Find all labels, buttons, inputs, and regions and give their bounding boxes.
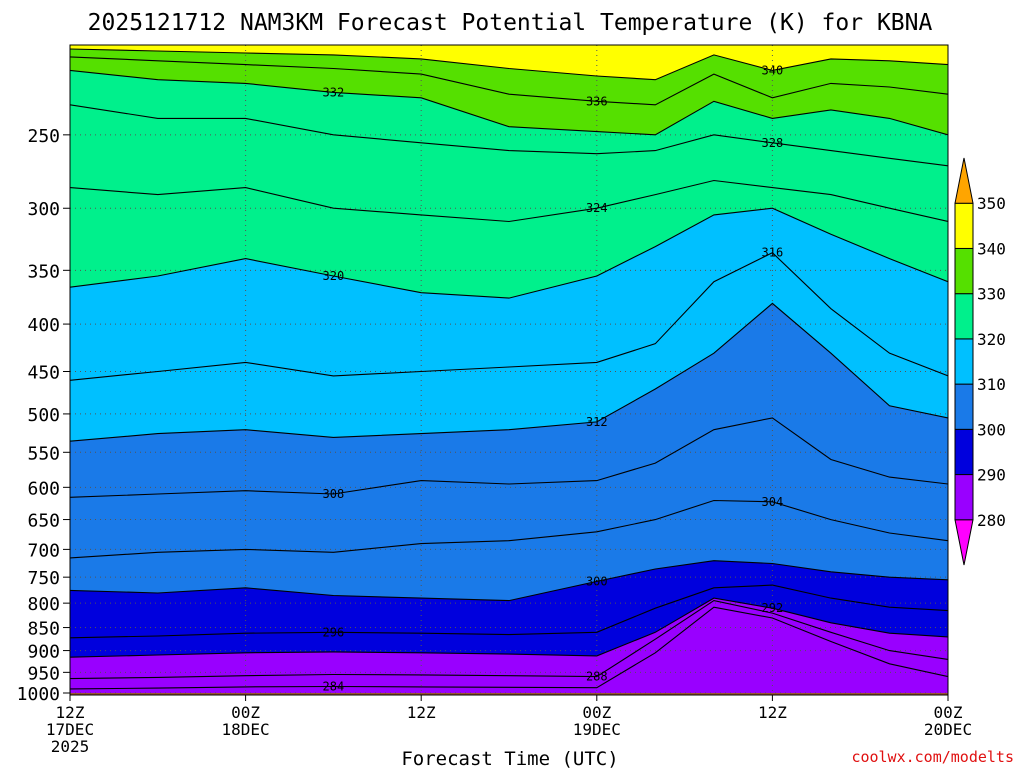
colorbar-label-290: 290 [977, 466, 1006, 485]
isentrope-324 [70, 179, 948, 223]
y-tick-label-650: 650 [27, 511, 60, 532]
x-tick-label-0-3: 2025 [51, 737, 90, 756]
x-tick-label-36-1: 00Z [582, 703, 611, 722]
ground-strip [70, 692, 948, 695]
isentrope-label-324: 324 [586, 201, 608, 215]
contour-labels: 284 288 292 296 300 304 308 312 316 320 324 328 332 3… [323, 63, 784, 693]
colorbar-swatch-280 [954, 474, 974, 521]
y-tick-label-500: 500 [27, 405, 60, 426]
y-tick-label-600: 600 [27, 478, 60, 499]
x-tick-label-12-1: 00Z [231, 703, 260, 722]
isentrope-300 [70, 560, 948, 602]
x-tick-label-48-1: 12Z [758, 703, 787, 722]
isentrope-288 [70, 600, 948, 680]
chart-title: 2025121712 NAM3KM Forecast Potential Tem… [88, 10, 933, 36]
colorbar-cap-top [954, 157, 974, 204]
colorbar-label-320: 320 [977, 330, 1006, 349]
y-tick-label-350: 350 [27, 261, 60, 282]
colorbar-label-330: 330 [977, 285, 1006, 304]
isentrope-label-340: 340 [762, 63, 784, 77]
isentrope-label-292: 292 [762, 601, 784, 615]
x-tick-label-36-2: 19DEC [573, 720, 621, 739]
isentrope-296 [70, 584, 948, 639]
isentrope-label-328: 328 [762, 136, 784, 150]
y-axis: 2503003504004505005506006507007508008509… [17, 126, 70, 705]
band-336 [70, 45, 948, 105]
isentrope-316 [70, 252, 948, 381]
isentrope-336 [70, 56, 948, 106]
y-tick-label-550: 550 [27, 443, 60, 464]
isentrope-308 [70, 417, 948, 498]
colorbar-label-280: 280 [977, 511, 1006, 530]
y-tick-label-300: 300 [27, 199, 60, 220]
colorbar-swatch-310 [954, 338, 974, 385]
isentrope-292 [70, 597, 948, 658]
x-tick-label-12-2: 18DEC [222, 720, 270, 739]
x-tick-label-0-1: 12Z [56, 703, 85, 722]
y-tick-label-700: 700 [27, 540, 60, 561]
y-tick-label-750: 750 [27, 568, 60, 589]
y-tick-label-900: 900 [27, 642, 60, 663]
colorbar-swatch-290 [954, 428, 974, 476]
x-tick-label-60-1: 00Z [934, 703, 963, 722]
y-tick-label-1000: 1000 [17, 684, 60, 705]
plot-frame [69, 44, 949, 696]
isentrope-328 [70, 104, 948, 167]
isentrope-label-320: 320 [323, 269, 345, 283]
isentrope-label-336: 336 [586, 94, 608, 108]
colorbar: 350 340 330 320 310 300 290 280 [954, 157, 1006, 566]
colorbar-swatch-330 [954, 247, 974, 295]
isentrope-label-304: 304 [762, 495, 784, 509]
contour-lines [70, 48, 948, 690]
watermark: coolwx.com/modelts [851, 748, 1014, 766]
x-axis-label: Forecast Time (UTC) [401, 748, 618, 768]
y-tick-label-400: 400 [27, 315, 60, 336]
x-tick-label-0-2: 17DEC [46, 720, 94, 739]
y-tick-label-450: 450 [27, 362, 60, 383]
colorbar-swatch-320 [954, 293, 974, 340]
color-bands [70, 45, 948, 695]
colorbar-label-350: 350 [977, 194, 1006, 213]
isentrope-312 [70, 302, 948, 442]
colorbar-label-340: 340 [977, 239, 1006, 258]
y-tick-label-800: 800 [27, 594, 60, 615]
isentrope-304 [70, 499, 948, 559]
colorbar-label-300: 300 [977, 420, 1006, 439]
isentrope-284 [70, 606, 948, 690]
band-top [70, 45, 948, 62]
colorbar-swatch-300 [954, 383, 974, 430]
colorbar-swatch-340 [954, 202, 974, 249]
y-tick-label-250: 250 [27, 126, 60, 147]
y-tick-label-850: 850 [27, 619, 60, 640]
x-tick-label-60-2: 20DEC [924, 720, 972, 739]
isentrope-340 [70, 48, 948, 81]
isentrope-label-296: 296 [323, 625, 345, 639]
isentrope-label-308: 308 [323, 487, 345, 501]
isentrope-label-300: 300 [586, 574, 608, 588]
colorbar-label-310: 310 [977, 375, 1006, 394]
x-tick-label-24-1: 12Z [407, 703, 436, 722]
isentrope-332 [70, 69, 948, 136]
isentrope-label-284: 284 [323, 679, 345, 693]
isentrope-label-316: 316 [762, 246, 784, 260]
colorbar-cap-bottom [954, 519, 974, 566]
isentrope-320 [70, 207, 948, 299]
y-tick-label-950: 950 [27, 663, 60, 684]
isentrope-label-312: 312 [586, 415, 608, 429]
isentrope-label-288: 288 [586, 670, 608, 684]
isentrope-label-332: 332 [323, 85, 345, 99]
